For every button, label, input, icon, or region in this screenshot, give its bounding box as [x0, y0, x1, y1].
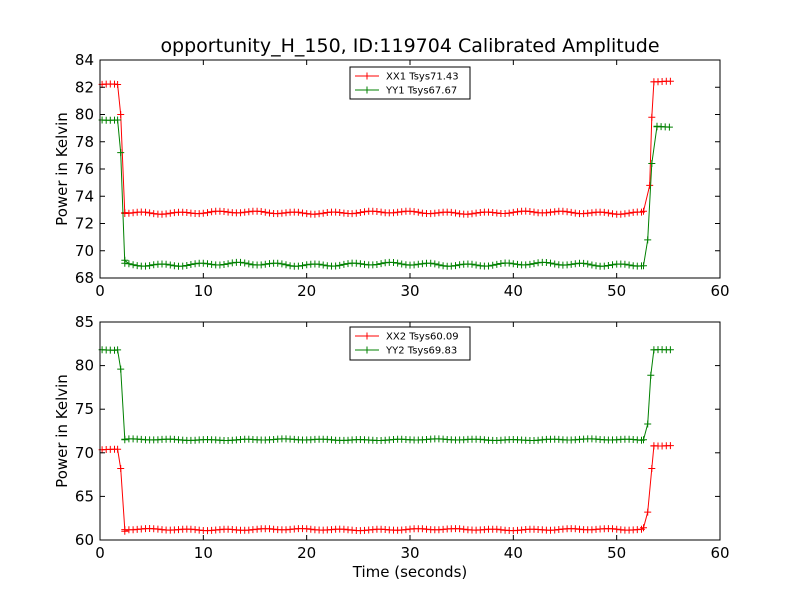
y-tick-label: 70 — [75, 444, 94, 462]
x-tick-label: 20 — [297, 282, 316, 300]
x-tick-label: 40 — [504, 544, 523, 562]
x-tick-label: 0 — [95, 282, 105, 300]
legend-box — [349, 66, 471, 100]
series-xx2 — [98, 442, 674, 535]
x-tick-label: 60 — [710, 544, 729, 562]
subplot-1: 0 10 20 30 40 50 60 68 70 72 74 76 78 80 82 84 Power in … — [53, 51, 730, 300]
series-yy1 — [98, 116, 673, 270]
x-tick-label: 50 — [607, 282, 626, 300]
y-axis-label: Power in Kelvin — [53, 112, 71, 226]
legend-entry: YY1 Tsys67.67 — [355, 86, 457, 97]
subplot-2: 0 10 20 30 40 50 60 60 65 70 75 80 85 Power in Kelvin… — [53, 313, 730, 562]
legend: XX2 Tsys60.09 YY2 Tsys69.83 — [349, 326, 471, 361]
x-tick-label: 20 — [297, 544, 316, 562]
chart-title: opportunity_H_150, ID:119704 Calibrated … — [160, 35, 659, 57]
y-tick-label: 72 — [75, 215, 94, 233]
legend-entry: XX2 Tsys60.09 — [355, 332, 459, 343]
y-tick-label: 85 — [75, 313, 94, 331]
series-markers — [98, 116, 673, 270]
legend-label: YY2 Tsys69.83 — [385, 346, 457, 357]
y-tick-label: 68 — [75, 269, 94, 287]
series-xx1 — [98, 77, 674, 218]
x-tick-label: 10 — [194, 544, 213, 562]
x-tick-label: 60 — [710, 282, 729, 300]
series-markers — [98, 77, 674, 218]
series-line — [102, 445, 671, 533]
legend-box — [349, 326, 471, 361]
y-axis-label: Power in Kelvin — [53, 374, 71, 488]
series-line — [102, 349, 671, 442]
series-line — [102, 80, 671, 215]
x-axis-label: Time (seconds) — [352, 563, 468, 581]
legend-entry: XX1 Tsys71.43 — [355, 72, 459, 83]
y-tick-label: 75 — [75, 400, 94, 418]
y-tick-label: 80 — [75, 357, 94, 375]
y-tick-label: 82 — [75, 78, 94, 96]
y-tick-label: 74 — [75, 187, 94, 205]
series-markers — [98, 346, 674, 444]
legend-entry: YY2 Tsys69.83 — [355, 346, 457, 357]
y-tick-label: 84 — [75, 51, 94, 69]
series-line — [102, 119, 670, 267]
legend-label: YY1 Tsys67.67 — [385, 86, 457, 97]
x-tick-label: 50 — [607, 544, 626, 562]
legend-label: XX1 Tsys71.43 — [386, 72, 459, 83]
y-tick-label: 76 — [75, 160, 94, 178]
subplots: 0 10 20 30 40 50 60 68 70 72 74 76 78 80 82 84 Power in … — [53, 51, 730, 562]
y-tick-label: 65 — [75, 487, 94, 505]
legend-label: XX2 Tsys60.09 — [386, 332, 459, 343]
x-tick-label: 0 — [95, 544, 105, 562]
series-markers — [98, 442, 674, 535]
x-tick-label: 40 — [504, 282, 523, 300]
legend: XX1 Tsys71.43 YY1 Tsys67.67 — [349, 66, 471, 100]
x-tick-label: 30 — [400, 544, 419, 562]
x-tick-label: 10 — [194, 282, 213, 300]
series-yy2 — [98, 346, 674, 444]
y-tick-label: 60 — [75, 531, 94, 549]
x-tick-label: 30 — [400, 282, 419, 300]
y-tick-label: 80 — [75, 106, 94, 124]
y-tick-label: 78 — [75, 133, 94, 151]
y-tick-label: 70 — [75, 242, 94, 260]
